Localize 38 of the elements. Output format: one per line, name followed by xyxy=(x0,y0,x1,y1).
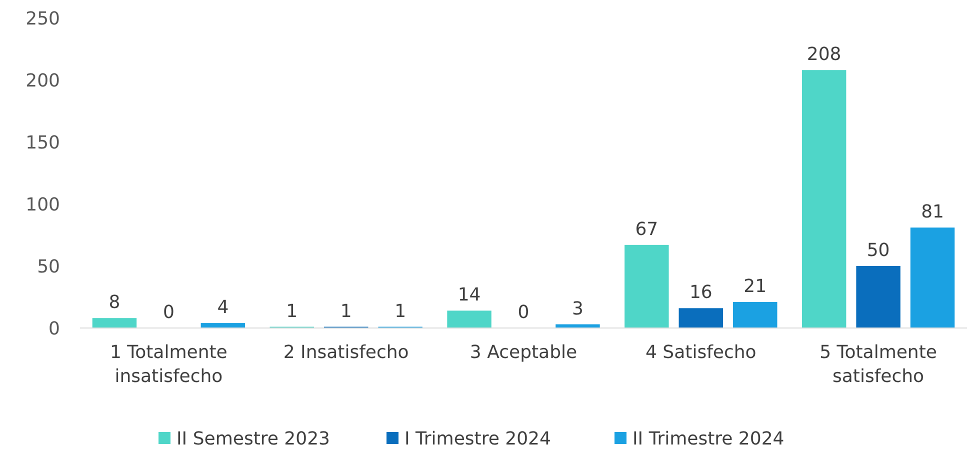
legend-label: II Trimestre 2024 xyxy=(632,428,784,450)
data-label: 1 xyxy=(394,300,406,322)
legend-label: I Trimestre 2024 xyxy=(404,428,551,450)
bar xyxy=(92,318,137,328)
bar xyxy=(678,308,724,328)
x-tick-label: 4 Satisfecho xyxy=(646,342,756,363)
data-label: 3 xyxy=(572,298,584,320)
y-tick-label: 50 xyxy=(37,256,60,278)
x-tick-label: 5 Totalmente satisfecho xyxy=(820,342,937,387)
data-label: 67 xyxy=(635,218,658,240)
y-tick-label: 250 xyxy=(26,8,60,30)
data-label: 21 xyxy=(744,276,767,297)
y-tick-label: 150 xyxy=(26,132,60,154)
bar xyxy=(733,302,778,328)
data-label: 0 xyxy=(518,302,530,323)
y-tick-label: 200 xyxy=(26,70,60,92)
x-tick-label: 2 Insatisfecho xyxy=(283,342,409,363)
bar xyxy=(910,228,955,328)
bar xyxy=(200,323,246,328)
bar xyxy=(624,244,669,328)
data-label: 50 xyxy=(866,240,890,261)
x-tick-label: 3 Aceptable xyxy=(470,342,578,363)
data-label: 0 xyxy=(162,302,174,323)
bar xyxy=(856,266,900,328)
data-label: 4 xyxy=(217,297,229,318)
data-label: 14 xyxy=(458,284,481,306)
legend-label: II Semestre 2023 xyxy=(176,428,330,450)
y-tick-label: 100 xyxy=(26,194,60,216)
data-label: 1 xyxy=(340,300,352,322)
data-label: 81 xyxy=(921,202,944,223)
y-tick-label: 0 xyxy=(48,318,60,340)
data-label: 1 xyxy=(286,300,298,322)
bar xyxy=(447,310,492,328)
bar xyxy=(802,70,846,328)
data-label: 16 xyxy=(689,282,712,304)
x-tick-label: 1 Totalmente insatisfecho xyxy=(110,342,228,387)
data-label: 208 xyxy=(806,44,842,66)
data-label: 8 xyxy=(108,292,120,314)
